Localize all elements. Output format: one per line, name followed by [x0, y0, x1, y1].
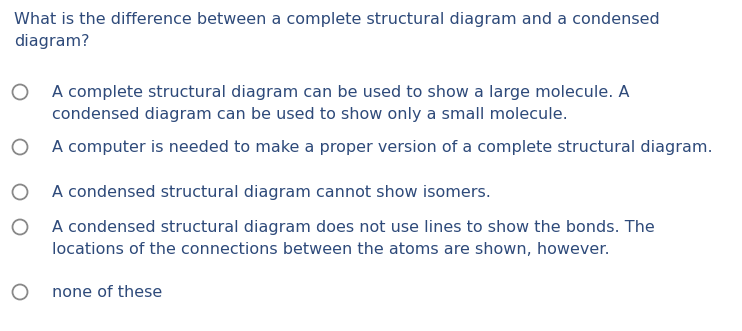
Text: A computer is needed to make a proper version of a complete structural diagram.: A computer is needed to make a proper ve… — [52, 140, 712, 155]
Text: A condensed structural diagram does not use lines to show the bonds. The
locatio: A condensed structural diagram does not … — [52, 220, 654, 257]
Text: What is the difference between a complete structural diagram and a condensed
dia: What is the difference between a complet… — [14, 12, 660, 49]
Text: A complete structural diagram can be used to show a large molecule. A
condensed : A complete structural diagram can be use… — [52, 85, 629, 122]
Text: A condensed structural diagram cannot show isomers.: A condensed structural diagram cannot sh… — [52, 185, 491, 200]
Text: none of these: none of these — [52, 285, 162, 300]
